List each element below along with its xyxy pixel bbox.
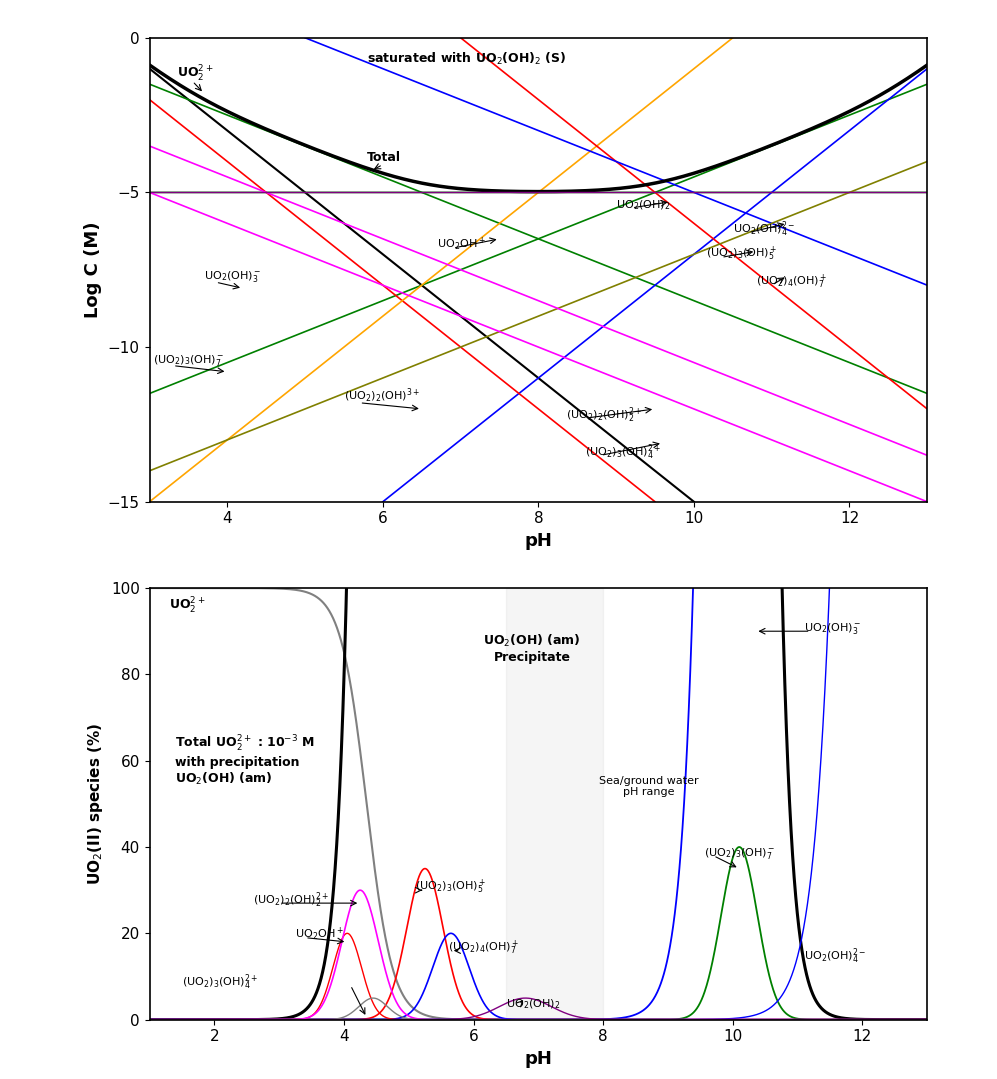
Bar (505, 588, 603, 1020)
Text: UO$_2$OH$^+$: UO$_2$OH$^+$ (438, 236, 486, 252)
Text: (UO$_2$)$_3$(OH)$_4^{2+}$: (UO$_2$)$_3$(OH)$_4^{2+}$ (181, 972, 258, 992)
Text: UO$_2$(OH)$_3^-$: UO$_2$(OH)$_3^-$ (804, 622, 861, 637)
Text: (UO$_2$)$_3$(OH)$_5^+$: (UO$_2$)$_3$(OH)$_5^+$ (706, 245, 777, 263)
Text: UO$_2$(OH)$_4^{2-}$: UO$_2$(OH)$_4^{2-}$ (804, 946, 866, 966)
Text: saturated with UO$_2$(OH)$_2$ (S): saturated with UO$_2$(OH)$_2$ (S) (367, 51, 566, 67)
Text: UO$_2$(OH)$_2$: UO$_2$(OH)$_2$ (505, 997, 560, 1011)
Text: UO$_2^{2+}$: UO$_2^{2+}$ (168, 596, 205, 616)
Text: (UO$_2$)$_4$(OH)$_7^+$: (UO$_2$)$_4$(OH)$_7^+$ (756, 273, 828, 291)
Text: UO$_2$OH$^+$: UO$_2$OH$^+$ (295, 926, 344, 943)
Text: (UO$_2$)$_3$(OH)$_4^{2+}$: (UO$_2$)$_3$(OH)$_4^{2+}$ (585, 442, 661, 462)
Text: UO$_2$(OH)$_4^{2-}$: UO$_2$(OH)$_4^{2-}$ (733, 219, 795, 240)
X-axis label: pH: pH (524, 532, 552, 550)
Text: (UO$_2$)$_2$(OH)$_2^{2+}$: (UO$_2$)$_2$(OH)$_2^{2+}$ (565, 405, 642, 425)
X-axis label: pH: pH (524, 1050, 552, 1068)
Text: Sea/ground water
pH range: Sea/ground water pH range (599, 776, 698, 797)
Text: (UO$_2$)$_2$(OH)$^{3+}$: (UO$_2$)$_2$(OH)$^{3+}$ (344, 386, 421, 405)
Text: UO$_2$(OH)$_2$: UO$_2$(OH)$_2$ (616, 199, 670, 211)
Y-axis label: UO$_2$(II) species (%): UO$_2$(II) species (%) (87, 723, 106, 885)
Text: UO$_2$(OH) (am)
Precipitate: UO$_2$(OH) (am) Precipitate (484, 633, 580, 665)
Y-axis label: Log C (M): Log C (M) (85, 221, 103, 318)
Text: UO$_2^{2+}$: UO$_2^{2+}$ (176, 64, 213, 84)
Text: (UO$_2$)$_4$(OH)$_7^+$: (UO$_2$)$_4$(OH)$_7^+$ (448, 939, 519, 957)
Text: (UO$_2$)$_2$(OH)$_2^{2+}$: (UO$_2$)$_2$(OH)$_2^{2+}$ (253, 890, 330, 910)
Text: (UO$_2$)$_3$(OH)$_7^-$: (UO$_2$)$_3$(OH)$_7^-$ (154, 353, 224, 368)
Bar (505, 588, 603, 1020)
Text: Total: Total (367, 151, 402, 164)
Text: UO$_2$(OH)$_3^-$: UO$_2$(OH)$_3^-$ (204, 269, 261, 284)
Text: (UO$_2$)$_3$(OH)$_5^+$: (UO$_2$)$_3$(OH)$_5^+$ (415, 878, 487, 897)
Text: (UO$_2$)$_3$(OH)$_7^-$: (UO$_2$)$_3$(OH)$_7^-$ (704, 846, 775, 861)
Text: Total UO$_2^{2+}$ : 10$^{-3}$ M
with precipitation
UO$_2$(OH) (am): Total UO$_2^{2+}$ : 10$^{-3}$ M with pre… (175, 734, 315, 788)
